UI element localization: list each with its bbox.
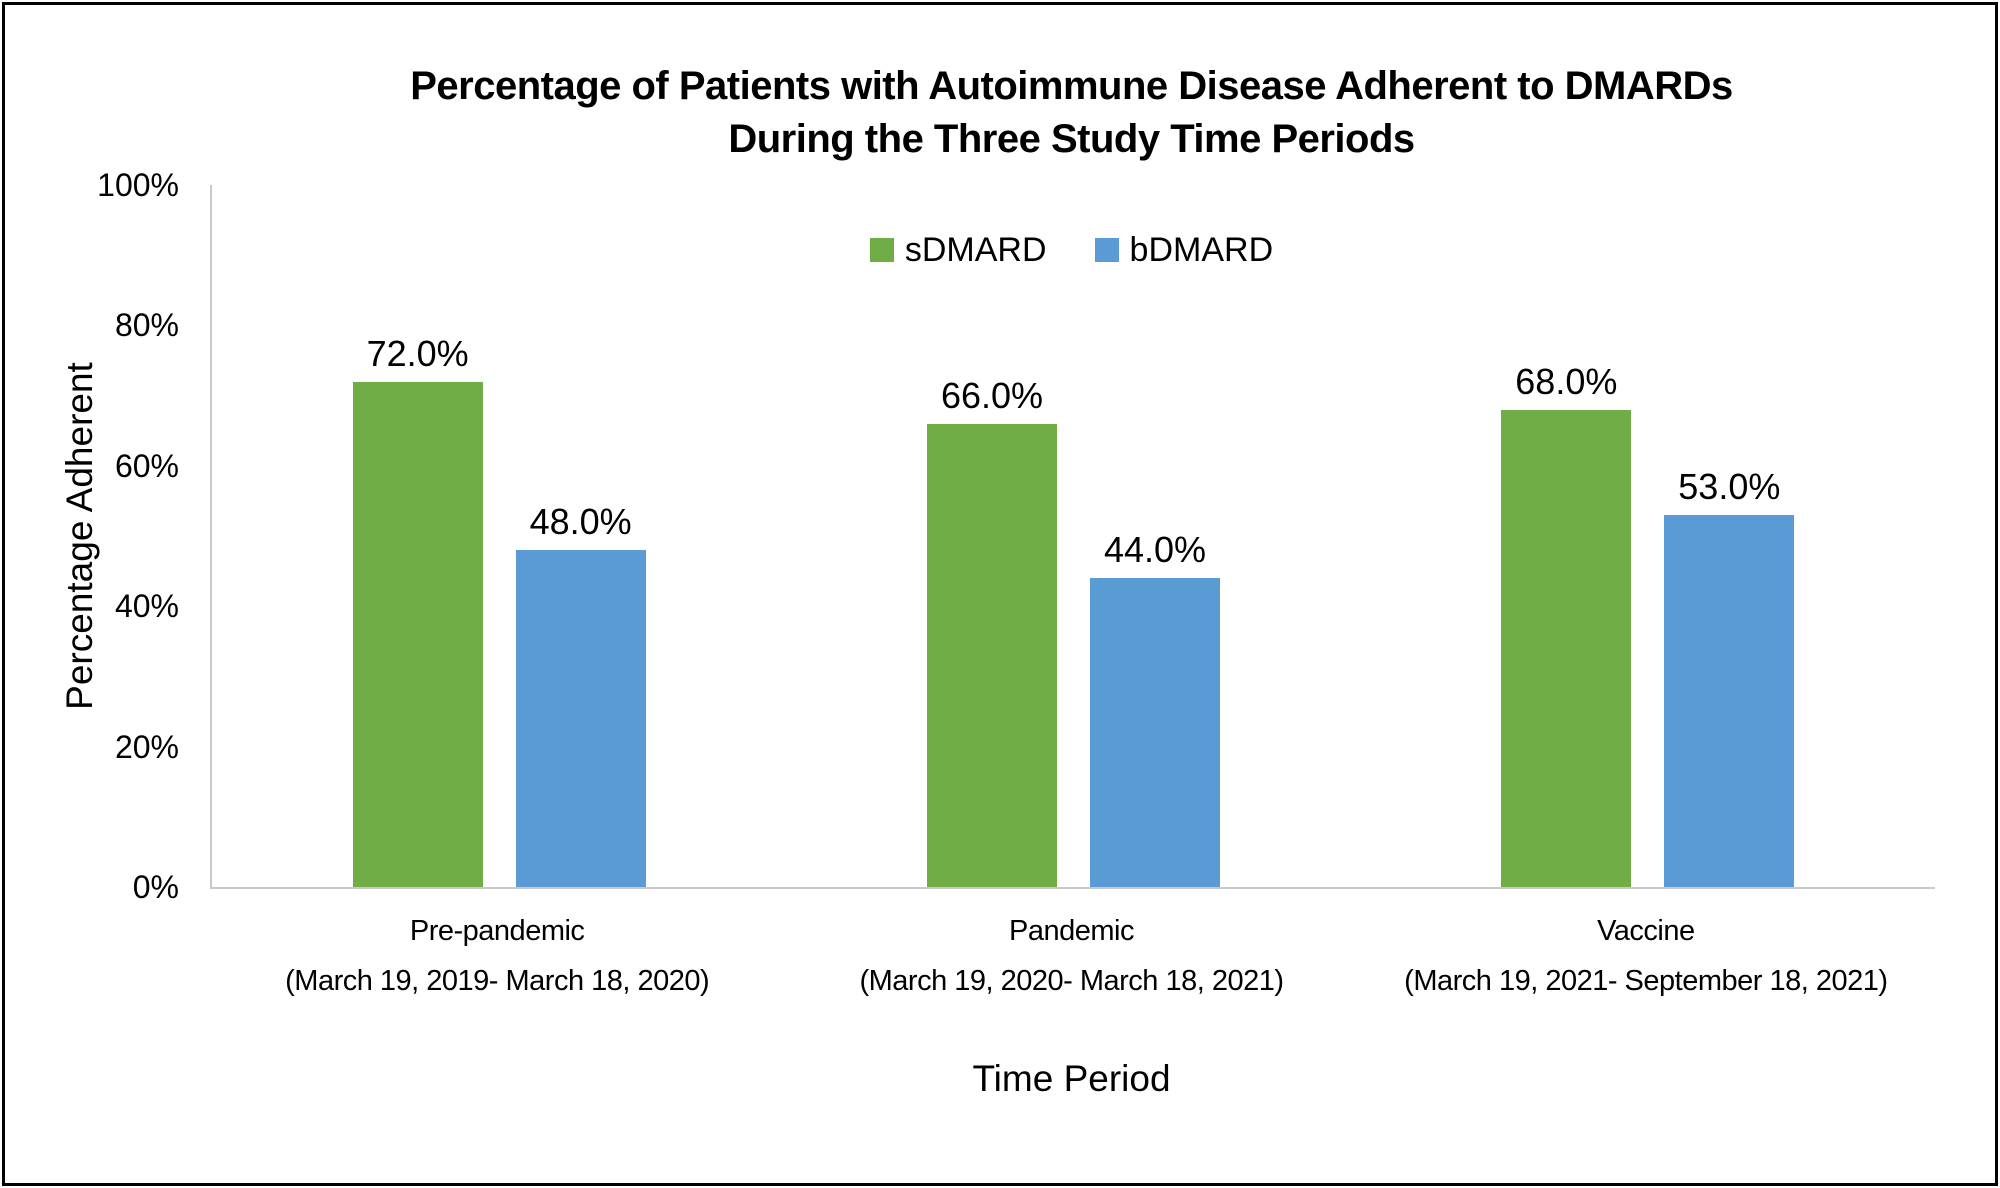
- x-axis-title: Time Period: [972, 1058, 1171, 1099]
- x-category-Pandemic: Pandemic (March 19, 2020- March 18, 2021): [722, 906, 1422, 1006]
- bar-column-sDMARD: 68.0%: [1501, 360, 1632, 887]
- x-category-dates: (March 19, 2019- March 18, 2020): [285, 965, 710, 997]
- legend-label-bDMARD: bDMARD: [1129, 230, 1274, 269]
- y-tick-label-60: 60%: [114, 447, 179, 484]
- bar-value-label: 72.0%: [366, 333, 469, 374]
- y-tick-label-40: 40%: [114, 588, 179, 625]
- bar-sDMARD-Pandemic: [927, 424, 1057, 887]
- bar-value-label: 44.0%: [1103, 529, 1207, 570]
- bar-column-sDMARD: 66.0%: [927, 374, 1057, 887]
- bar-group-Vaccine: 68.0% 53.0%: [1501, 360, 1795, 887]
- legend-swatch-bDMARD: [1094, 238, 1119, 262]
- x-category-Pre-pandemic: Pre-pandemic (March 19, 2019- March 18, 2…: [147, 906, 847, 1006]
- y-tick-label-20: 20%: [114, 728, 179, 765]
- x-category-name: Pre-pandemic: [409, 915, 585, 947]
- bar-group-Pandemic: 66.0% 44.0%: [927, 374, 1220, 887]
- bar-column-bDMARD: 44.0%: [1090, 528, 1220, 887]
- y-tick-label-0: 0%: [132, 869, 179, 905]
- legend-swatch-sDMARD: [869, 238, 894, 262]
- y-tick-label-100: 100%: [97, 167, 179, 203]
- legend: sDMARD bDMARD: [210, 228, 1933, 272]
- y-axis-title: Percentage Adherent: [59, 362, 100, 710]
- bar-column-sDMARD: 72.0%: [352, 332, 483, 887]
- legend-entry-sDMARD: sDMARD: [869, 230, 1047, 270]
- x-category-name: Vaccine: [1597, 915, 1695, 947]
- bar-bDMARD-Pre-pandemic: [515, 550, 646, 887]
- x-category-Vaccine: Vaccine (March 19, 2021- September 18, 20…: [1296, 906, 1996, 1006]
- bar-group-Pre-pandemic: 72.0% 48.0%: [352, 332, 646, 887]
- legend-label-sDMARD: sDMARD: [904, 230, 1047, 269]
- chart-title: Percentage of Patients with Autoimmune D…: [210, 60, 1933, 166]
- legend-entry-bDMARD: bDMARD: [1094, 230, 1274, 270]
- bar-value-label: 48.0%: [529, 501, 632, 542]
- chart-title-line1: Percentage of Patients with Autoimmune D…: [410, 64, 1733, 108]
- bar-bDMARD-Pandemic: [1090, 578, 1220, 887]
- x-category-dates: (March 19, 2020- March 18, 2021): [859, 965, 1284, 997]
- bar-value-label: 66.0%: [940, 375, 1044, 416]
- y-tick-label-80: 80%: [114, 307, 179, 344]
- bar-column-bDMARD: 48.0%: [515, 500, 646, 887]
- plot-area: 0% 20% 40% 60% 80% 100% 72.0% 48.0% 66.0% 44.0% 68…: [97, 167, 1935, 905]
- bar-column-bDMARD: 53.0%: [1664, 465, 1795, 887]
- bar-bDMARD-Vaccine: [1664, 515, 1795, 887]
- bar-value-label: 53.0%: [1678, 466, 1781, 507]
- bar-sDMARD-Vaccine: [1501, 410, 1632, 887]
- chart-title-line2: During the Three Study Time Periods: [728, 117, 1415, 161]
- x-category-name: Pandemic: [1009, 915, 1134, 947]
- bar-value-label: 68.0%: [1515, 361, 1618, 402]
- bar-sDMARD-Pre-pandemic: [352, 382, 483, 887]
- x-category-dates: (March 19, 2021- September 18, 2021): [1404, 965, 1888, 997]
